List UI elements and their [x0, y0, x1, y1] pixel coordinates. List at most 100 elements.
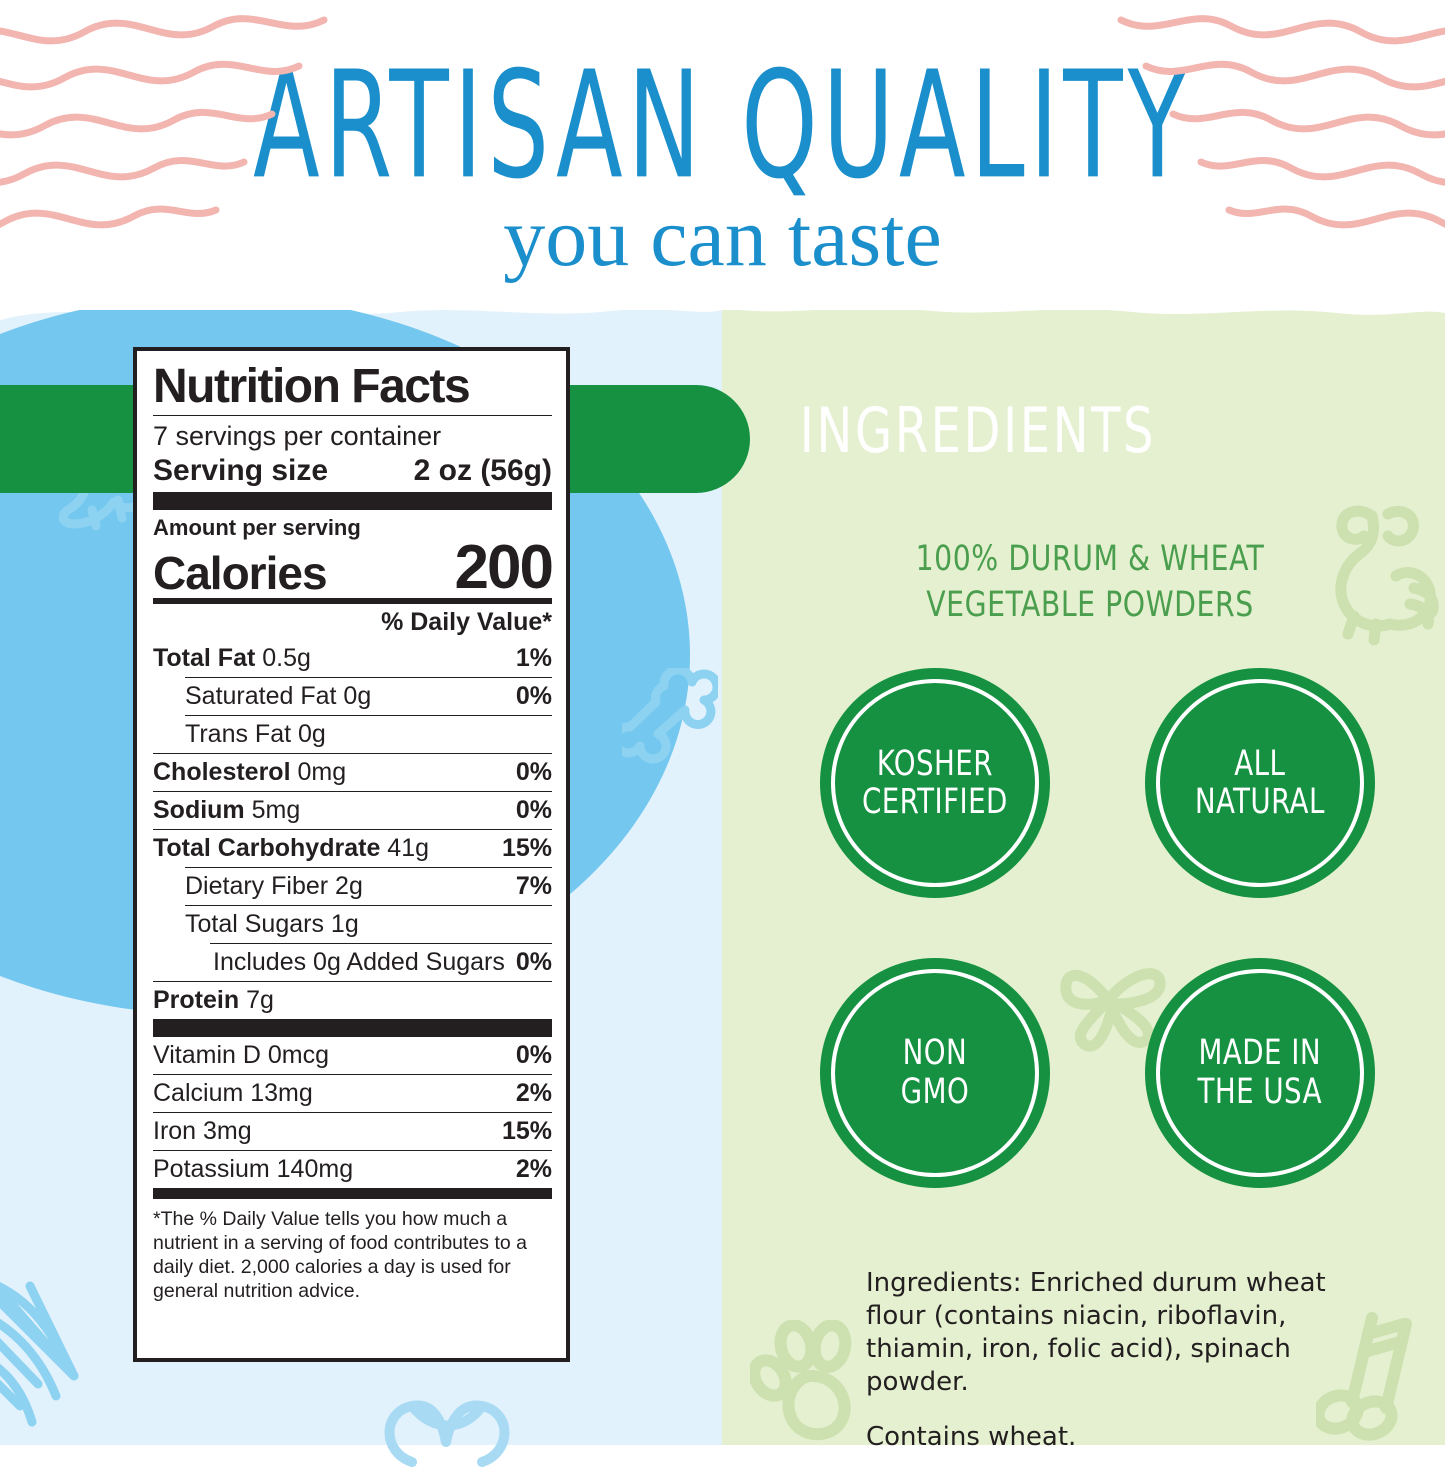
serving-size-label: Serving size	[153, 453, 329, 487]
divider	[153, 1074, 552, 1076]
micronutrient-name: Vitamin D 0mcg	[153, 1041, 329, 1070]
divider-thick-2	[153, 1019, 552, 1038]
nutrient-daily-value: 0%	[515, 796, 552, 825]
nutrient-name: Total Sugars 1g	[185, 910, 359, 939]
micronutrient-row: Vitamin D 0mcg 0%	[153, 1037, 552, 1074]
pretzel-icon	[384, 1400, 510, 1467]
nutrient-row: Dietary Fiber 2g 7%	[153, 868, 552, 905]
ingredients-subtitle: 100% DURUM & WHEAT VEGETABLE POWDERS	[793, 536, 1387, 628]
daily-value-header: % Daily Value*	[381, 608, 552, 637]
nutrient-row: Total Fat 0.5g 1%	[153, 640, 552, 677]
certification-badge-label: MADE IN THE USA	[1198, 1034, 1323, 1111]
calories-label: Calories	[153, 547, 328, 600]
nutrient-name: Total Carbohydrate 41g	[153, 834, 430, 863]
badge-line-1: ALL	[1234, 743, 1286, 784]
nutrient-row: Includes 0g Added Sugars 0%	[153, 944, 552, 981]
divider	[153, 1112, 552, 1114]
badge-line-1: KOSHER	[876, 743, 994, 784]
rooster-icon	[1335, 505, 1439, 646]
certification-badge-label: ALL NATURAL	[1195, 743, 1325, 822]
ingredients-banner-title: INGREDIENTS	[799, 394, 1157, 467]
bone-icon	[622, 668, 718, 764]
bowtie-pasta-icon	[1060, 968, 1166, 1052]
nutrient-daily-value: 7%	[515, 872, 552, 901]
divider-thick	[153, 492, 552, 511]
badge-line-2: THE USA	[1197, 1071, 1323, 1112]
servings-per-container: 7 servings per container	[153, 421, 442, 451]
divider	[153, 829, 552, 831]
divider	[185, 715, 552, 717]
micronutrient-daily-value: 15%	[501, 1117, 552, 1146]
nutrition-facts-panel: Nutrition Facts 7 servings per container…	[133, 347, 570, 1362]
certification-badge: KOSHER CERTIFIED	[820, 668, 1050, 898]
badge-line-2: CERTIFIED	[862, 782, 1008, 822]
micronutrient-row: Iron 3mg 15%	[153, 1113, 552, 1150]
micronutrient-name: Potassium 140mg	[153, 1155, 354, 1184]
serving-size-value: 2 oz (56g)	[413, 453, 552, 487]
page-subtitle: you can taste	[503, 191, 942, 284]
nutrition-facts-title: Nutrition Facts	[153, 360, 471, 413]
nutrient-row: Cholesterol 0mg 0%	[153, 754, 552, 791]
badge-line-1: MADE IN	[1198, 1033, 1322, 1073]
micronutrient-row: Calcium 13mg 2%	[153, 1075, 552, 1112]
certification-badges: KOSHER CERTIFIED ALL NATURAL NON GMO MADE IN TH…	[820, 668, 1380, 1213]
ingredients-subtitle-line1: 100% DURUM & WHEAT	[915, 539, 1265, 579]
badge-line-2: NATURAL	[1195, 782, 1325, 822]
nutrient-rows: Total Fat 0.5g 1% Saturated Fat 0g 0% Trans …	[153, 640, 552, 1019]
nutrient-daily-value: 1%	[515, 644, 552, 673]
divider	[153, 791, 552, 793]
nutrient-row: Total Sugars 1g	[153, 906, 552, 943]
spiderweb-icon	[0, 1281, 79, 1427]
divider	[153, 753, 552, 755]
nutrient-daily-value: 15%	[501, 834, 552, 863]
calories-row: Calories 200	[153, 537, 554, 600]
badge-line-2: GMO	[900, 1071, 970, 1112]
daily-value-footnote: *The % Daily Value tells you how much a …	[153, 1208, 527, 1302]
micronutrient-rows: Vitamin D 0mcg 0% Calcium 13mg 2% Iron 3mg 15…	[153, 1037, 552, 1188]
divider-medium	[153, 598, 552, 605]
micronutrient-name: Iron 3mg	[153, 1117, 252, 1146]
pink-wave-decoration-right	[1117, 15, 1445, 235]
divider	[185, 677, 552, 679]
nutrient-row: Protein 7g	[153, 982, 552, 1019]
micronutrient-daily-value: 2%	[515, 1079, 552, 1108]
page-title: ARTISAN QUALITY	[253, 39, 1192, 213]
divider	[185, 867, 552, 869]
ingredients-subtitle-line2: VEGETABLE POWDERS	[926, 585, 1254, 626]
certification-badge-label: KOSHER CERTIFIED	[862, 743, 1008, 822]
header: ARTISAN QUALITY you can taste	[0, 0, 1445, 310]
nutrient-name: Dietary Fiber 2g	[185, 872, 363, 901]
micronutrient-name: Calcium 13mg	[153, 1079, 313, 1108]
nutrient-name: Total Fat 0.5g	[153, 644, 311, 673]
micronutrient-row: Potassium 140mg 2%	[153, 1151, 552, 1188]
certification-badge: NON GMO	[820, 957, 1050, 1188]
music-note-icon	[1316, 1312, 1412, 1441]
micronutrient-daily-value: 2%	[515, 1155, 552, 1184]
nutrient-name: Includes 0g Added Sugars	[213, 948, 505, 977]
nutrient-row: Saturated Fat 0g 0%	[153, 678, 552, 715]
nutrient-daily-value: 0%	[515, 948, 552, 977]
divider	[210, 943, 552, 945]
allergen-statement: Contains wheat.	[866, 1422, 1077, 1453]
nutrient-name: Protein 7g	[153, 986, 274, 1015]
amount-per-serving-label: Amount per serving	[153, 515, 361, 541]
nutrient-daily-value: 0%	[515, 758, 552, 787]
certification-badge-label: NON GMO	[901, 1034, 970, 1111]
micronutrient-daily-value: 0%	[515, 1041, 552, 1070]
divider	[185, 905, 552, 907]
divider	[153, 415, 552, 416]
nutrient-name: Cholesterol 0mg	[153, 758, 347, 787]
divider-bottom	[153, 1188, 552, 1200]
certification-badge: MADE IN THE USA	[1145, 957, 1375, 1188]
nutrient-name: Sodium 5mg	[153, 796, 301, 825]
paw-print-icon	[750, 1320, 852, 1441]
nutrient-row: Total Carbohydrate 41g 15%	[153, 830, 552, 867]
nutrient-name: Trans Fat 0g	[185, 720, 326, 749]
ingredients-paragraph: Ingredients: Enriched durum wheat flour …	[866, 1268, 1326, 1398]
nutrient-daily-value: 0%	[515, 682, 552, 711]
serving-size-row: Serving size 2 oz (56g)	[153, 453, 552, 492]
nutrient-row: Sodium 5mg 0%	[153, 792, 552, 829]
ingredients-text-block: Ingredients: Enriched durum wheat flour …	[866, 1267, 1366, 1454]
divider	[153, 981, 552, 983]
nutrient-name: Saturated Fat 0g	[185, 682, 372, 711]
